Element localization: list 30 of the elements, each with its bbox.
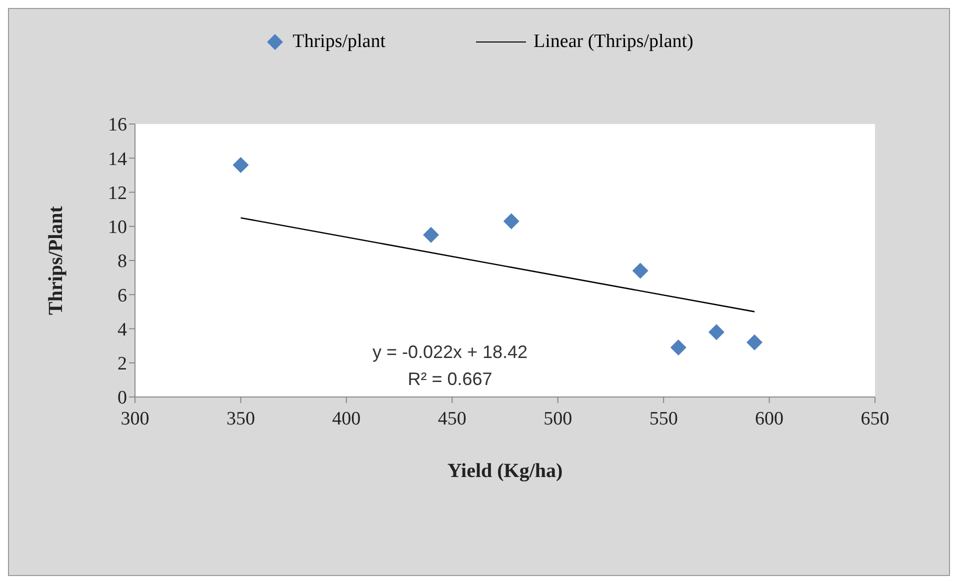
legend-label: Linear (Thrips/plant) — [534, 31, 694, 53]
legend-label: Thrips/plant — [292, 31, 386, 53]
x-tick-label: 550 — [649, 408, 678, 430]
x-tick-label: 500 — [544, 408, 572, 430]
point — [503, 213, 520, 230]
x-axis-title: Yield (Kg/ha) — [447, 460, 563, 482]
y-tick-label: 4 — [118, 319, 128, 340]
x-tick-label: 450 — [438, 408, 466, 430]
y-tick-label: 14 — [108, 148, 128, 170]
annotation: R² = 0.667 — [408, 369, 492, 389]
x-tick-label: 650 — [860, 408, 890, 430]
x-tick-label: 350 — [226, 408, 255, 430]
y-tick-label: 8 — [118, 251, 127, 272]
point — [632, 262, 648, 279]
point — [670, 340, 686, 356]
annotation: y = -0.022x + 18.42 — [372, 342, 528, 362]
y-tick-label: 2 — [118, 354, 127, 375]
x-tick-label: 300 — [120, 408, 150, 430]
y-tick-label: 0 — [118, 388, 127, 409]
point — [232, 156, 249, 173]
point — [746, 334, 762, 350]
x-tick-label: 400 — [332, 408, 361, 430]
y-tick-label: 16 — [108, 114, 127, 136]
y-tick-label: 10 — [108, 217, 127, 238]
x-tick-label: 600 — [755, 408, 784, 430]
point — [708, 324, 724, 340]
point — [423, 226, 439, 243]
y-tick-label: 12 — [108, 182, 127, 204]
y-axis-title: Thrips/Plant — [45, 206, 68, 315]
y-tick-label: 6 — [118, 285, 127, 306]
